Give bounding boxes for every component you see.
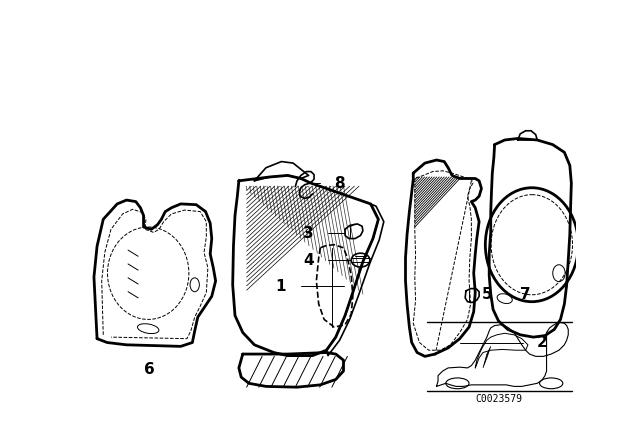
Text: C0023579: C0023579: [475, 394, 522, 404]
Text: 4: 4: [303, 253, 314, 267]
Text: 8: 8: [334, 176, 345, 190]
Text: 2: 2: [537, 335, 548, 350]
Text: 3: 3: [303, 226, 314, 241]
Polygon shape: [483, 346, 491, 368]
Text: 6: 6: [145, 362, 155, 377]
Text: 5: 5: [481, 287, 492, 302]
Text: 7: 7: [520, 287, 531, 302]
Text: 1: 1: [275, 279, 285, 294]
